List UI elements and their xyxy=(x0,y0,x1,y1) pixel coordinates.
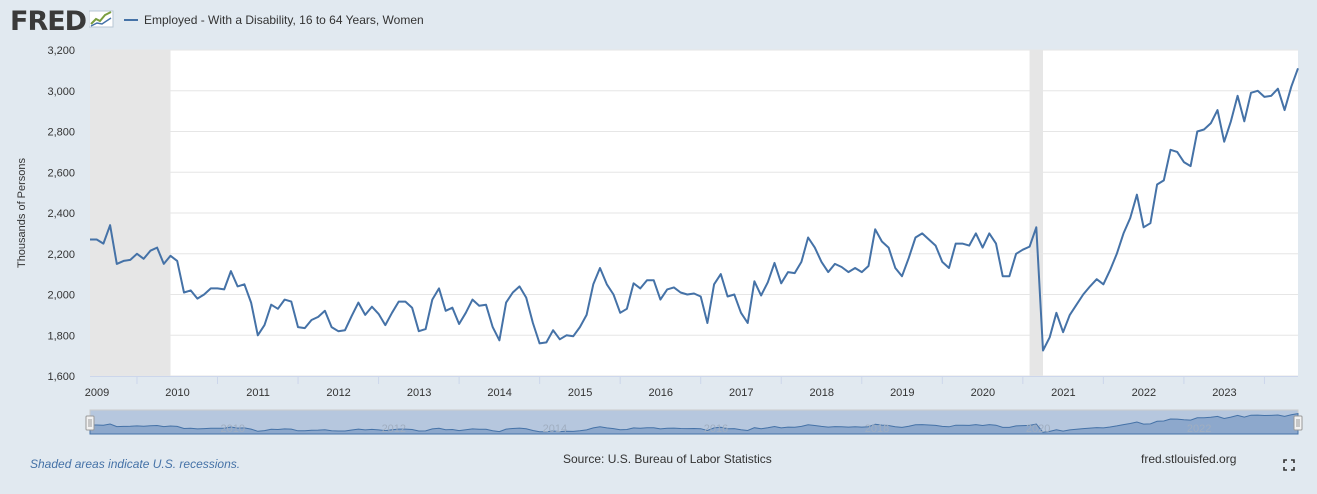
fred-logo-graph-icon xyxy=(89,10,114,28)
y-tick-label: 2,600 xyxy=(47,167,75,179)
source-text: Source: U.S. Bureau of Labor Statistics xyxy=(563,452,772,466)
x-tick-label: 2016 xyxy=(648,387,672,399)
y-tick-label: 1,800 xyxy=(47,330,75,342)
x-tick-label: 2010 xyxy=(165,387,189,399)
y-tick-label: 1,600 xyxy=(47,371,75,383)
chart: 1,600 1,800 2,000 2,200 2,400 2,600 2,800 3,000… xyxy=(16,45,1303,435)
x-tick-label: 2012 xyxy=(326,387,350,399)
navigator-tick-label: 2016 xyxy=(704,423,728,435)
x-tick-label: 2009 xyxy=(85,387,109,399)
x-tick-label: 2021 xyxy=(1051,387,1075,399)
series-line xyxy=(90,67,1299,352)
navigator-tick-label: 2014 xyxy=(543,423,567,435)
y-tick-label: 2,400 xyxy=(47,208,75,220)
site-link[interactable]: fred.stlouisfed.org xyxy=(1141,452,1237,466)
x-tick-label: 2015 xyxy=(568,387,592,399)
navigator-tick-label: 2022 xyxy=(1187,423,1211,435)
y-tick-label: 2,800 xyxy=(47,127,75,139)
y-tick-label: 3,000 xyxy=(47,86,75,98)
y-tick-label: 3,200 xyxy=(47,45,75,57)
fred-logo[interactable]: FRED xyxy=(10,6,87,37)
chart-legend[interactable]: Employed - With a Disability, 16 to 64 Y… xyxy=(124,13,424,27)
x-tick-label: 2018 xyxy=(810,387,834,399)
legend-swatch xyxy=(124,19,138,21)
navigator-tick-label: 2012 xyxy=(382,423,406,435)
y-tick-label: 2,000 xyxy=(47,290,75,302)
legend-label: Employed - With a Disability, 16 to 64 Y… xyxy=(144,13,424,27)
x-tick-label: 2011 xyxy=(246,387,270,399)
x-tick-label: 2019 xyxy=(890,387,914,399)
fullscreen-icon[interactable] xyxy=(1283,459,1295,471)
navigator-tick-label: 2020 xyxy=(1026,423,1050,435)
x-tick-label: 2013 xyxy=(407,387,431,399)
navigator-tick-label: 2010 xyxy=(221,423,245,435)
x-tick-label: 2017 xyxy=(729,387,753,399)
x-tick-label: 2014 xyxy=(487,387,511,399)
navigator-tick-label: 2018 xyxy=(865,423,889,435)
x-tick-label: 2023 xyxy=(1212,387,1236,399)
recession-note: Shaded areas indicate U.S. recessions. xyxy=(30,457,241,471)
y-tick-label: 2,200 xyxy=(47,249,75,261)
navigator-series xyxy=(89,413,1299,435)
y-axis-label: Thousands of Persons xyxy=(16,157,28,268)
navigator-left-handle[interactable] xyxy=(85,415,95,431)
x-tick-label: 2020 xyxy=(971,387,995,399)
navigator-right-handle[interactable] xyxy=(1293,415,1303,431)
x-tick-label: 2022 xyxy=(1132,387,1156,399)
